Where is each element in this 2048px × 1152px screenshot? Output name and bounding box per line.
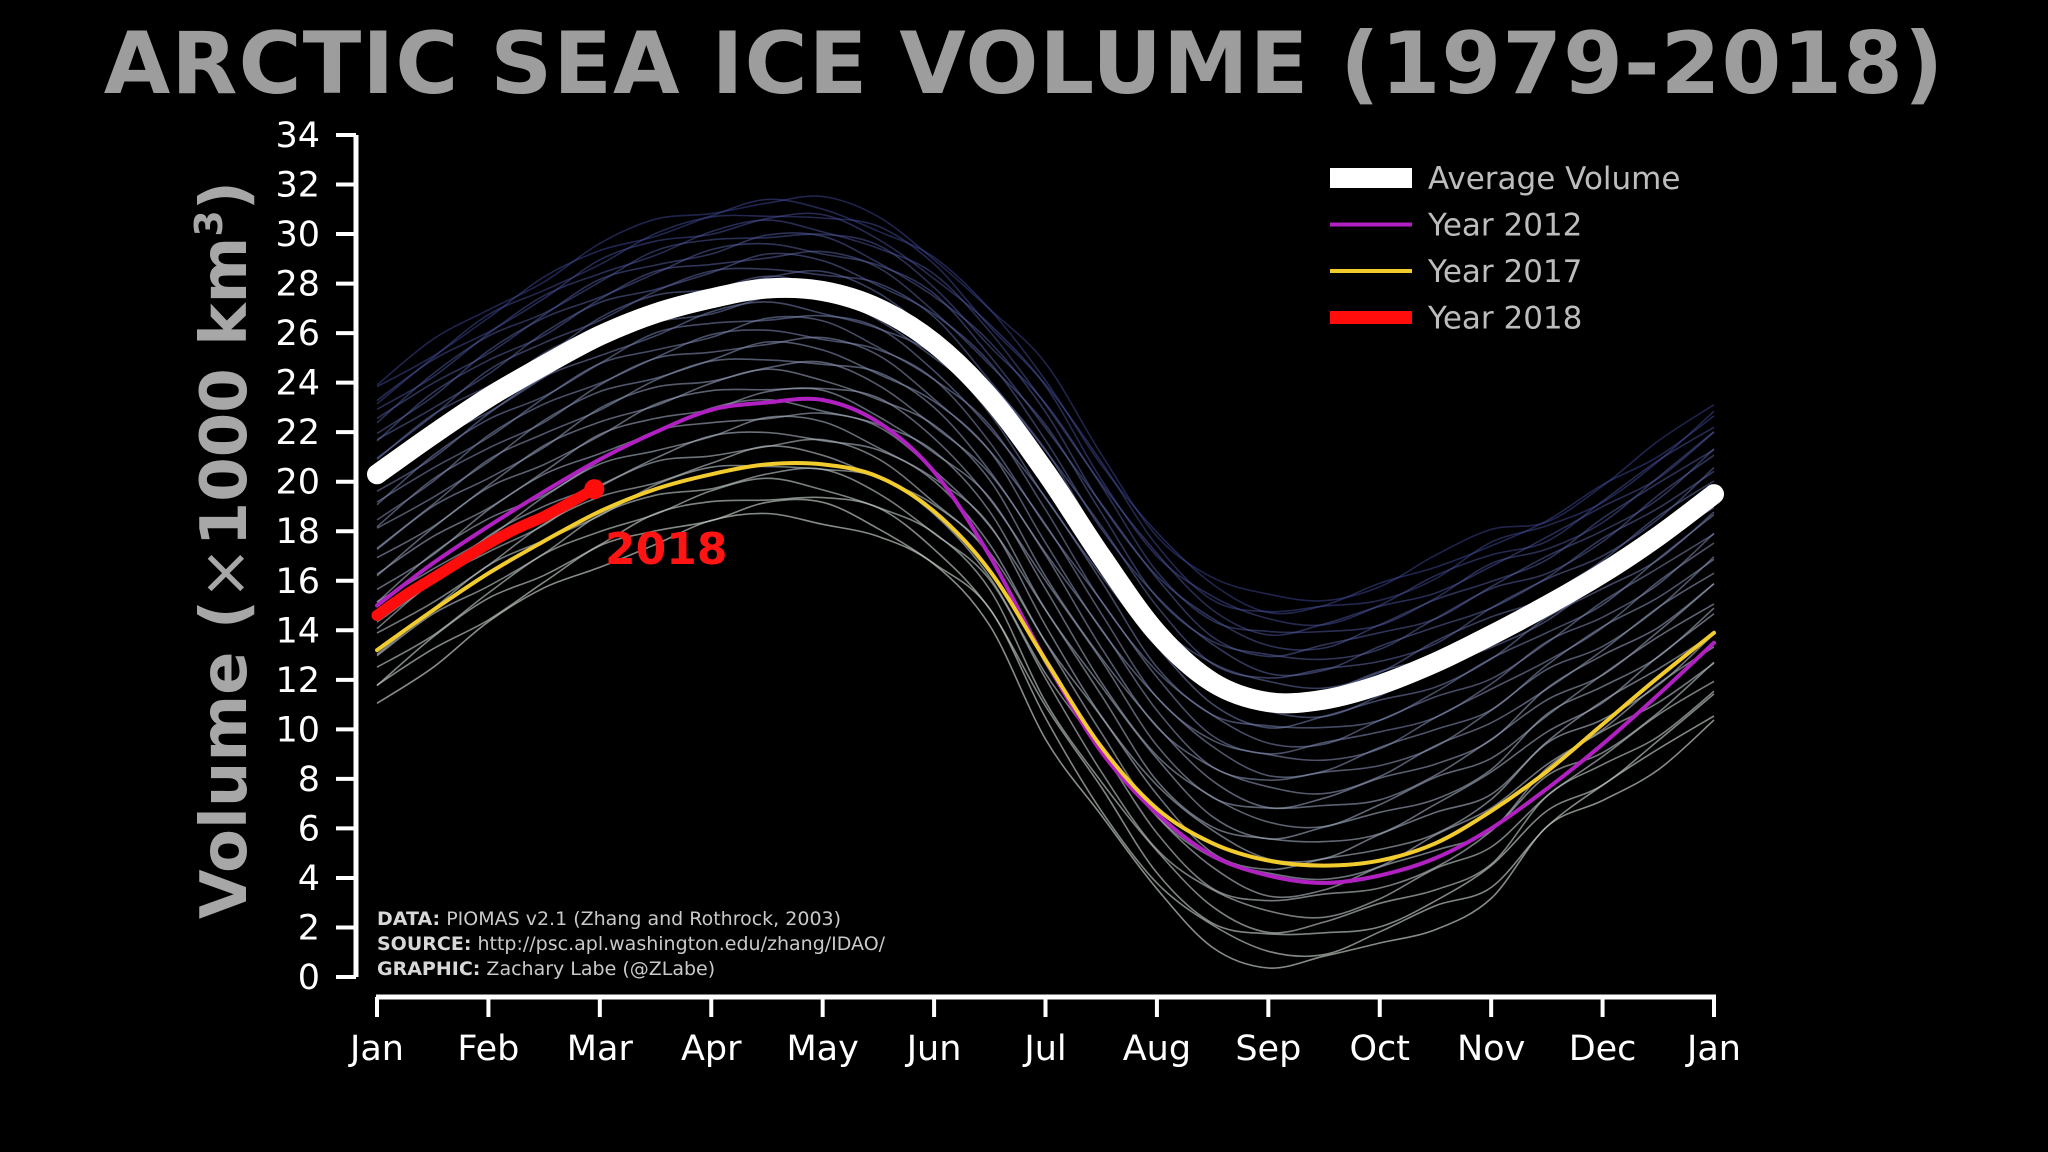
y-tick-label: 16 [275, 562, 320, 602]
x-tick-label: Feb [457, 1029, 519, 1069]
credit-graphic-key: GRAPHIC: [377, 958, 480, 980]
historical-year-line [376, 415, 1715, 863]
y-tick-label: 14 [275, 611, 320, 651]
historical-year-line [376, 195, 1715, 602]
historical-year-line [376, 464, 1715, 902]
historical-year-line [376, 477, 1715, 934]
historical-year-line [376, 233, 1715, 634]
historical-year-line [376, 358, 1715, 781]
credit-source-key: SOURCE: [377, 933, 471, 955]
x-tick-label: Oct [1349, 1029, 1410, 1069]
y-label-close: ) [188, 181, 262, 210]
y-label-times: × [188, 546, 262, 600]
x-ticks: Jan Feb Mar Apr May Jun Jul Aug Sep Oct Nov Dec Jan [348, 997, 1741, 1069]
series-line-average-volume [367, 277, 1724, 714]
y-tick-label: 6 [298, 809, 320, 849]
y-tick-label: 28 [275, 265, 320, 305]
legend: Average Volume Year 2012 Year 2017 Year 201… [1330, 161, 1680, 337]
y-tick-label: 2 [298, 908, 320, 948]
historical-year-line [376, 315, 1715, 748]
chart-title: ARCTIC SEA ICE VOLUME (1979-2018) [103, 14, 1945, 114]
legend-label: Year 2012 [1427, 208, 1582, 244]
y-axis-label: Volume (×1000 km3) [187, 181, 262, 919]
historical-year-line [376, 269, 1715, 690]
credit-data-key: DATA: [377, 908, 440, 930]
historical-year-line [376, 387, 1715, 810]
y-tick-label: 4 [298, 859, 320, 899]
historical-year-line [376, 498, 1715, 958]
y-tick-label: 20 [275, 463, 320, 503]
x-tick-label: Jan [348, 1029, 404, 1069]
historical-lines [376, 195, 1715, 969]
x-tick-label: Apr [681, 1029, 742, 1069]
y-tick-label: 10 [275, 710, 320, 750]
y-tick-label: 32 [275, 166, 320, 206]
historical-year-line [376, 496, 1715, 936]
legend-label: Year 2017 [1427, 254, 1582, 290]
x-tick-label: Jan [1685, 1029, 1741, 1069]
y-tick-label: 24 [275, 364, 320, 404]
y-label-unit: 1000 km [188, 237, 262, 547]
credit-data-value: PIOMAS v2.1 (Zhang and Rothrock, 2003) [446, 908, 841, 930]
y-tick-label: 12 [275, 661, 320, 701]
series-line-year-2018 [371, 483, 600, 621]
y-tick-label: 22 [275, 413, 320, 453]
historical-year-line [376, 198, 1715, 615]
x-tick-label: Sep [1235, 1029, 1301, 1069]
y-tick-label: 26 [275, 314, 320, 354]
historical-year-line [376, 336, 1715, 762]
y-tick-label: 18 [275, 512, 320, 552]
y-label-sup: 3 [187, 210, 231, 236]
series-lines [367, 277, 1724, 885]
credit-data: DATA: PIOMAS v2.1 (Zhang and Rothrock, 2… [377, 908, 841, 930]
series-endpoint-2018 [584, 479, 605, 500]
credit-source: SOURCE: http://psc.apl.washington.edu/zh… [377, 933, 886, 955]
legend-label: Year 2018 [1427, 301, 1582, 337]
historical-year-line [376, 360, 1715, 795]
credit-graphic: GRAPHIC: Zachary Labe (@ZLabe) [377, 958, 715, 980]
historical-year-line [376, 467, 1715, 919]
y-tick-label: 8 [298, 760, 320, 800]
y-tick-label: 34 [275, 116, 320, 156]
historical-year-line [376, 219, 1715, 637]
annotation-2018: 2018 [605, 524, 727, 575]
credit-source-value: http://psc.apl.washington.edu/zhang/IDAO… [477, 933, 885, 955]
historical-year-line [376, 512, 1715, 969]
historical-year-line [376, 214, 1715, 613]
legend-label: Average Volume [1428, 161, 1680, 197]
x-tick-label: Aug [1123, 1029, 1191, 1069]
historical-year-line [376, 387, 1715, 829]
y-tick-label: 30 [275, 215, 320, 255]
historical-year-line [376, 232, 1715, 651]
series-line-year-2017 [375, 460, 1716, 868]
x-tick-label: Jun [905, 1029, 962, 1069]
historical-year-line [376, 445, 1715, 899]
historical-year-line [376, 212, 1715, 627]
x-tick-label: Dec [1569, 1029, 1637, 1069]
credit-graphic-value: Zachary Labe (@ZLabe) [486, 958, 715, 980]
x-tick-label: May [786, 1029, 858, 1069]
historical-year-line [376, 242, 1715, 658]
x-tick-label: Mar [567, 1029, 634, 1069]
y-tick-label: 0 [298, 958, 320, 998]
y-label-main: Volume ( [188, 600, 262, 919]
historical-year-line [376, 250, 1715, 661]
x-tick-label: Jul [1022, 1029, 1066, 1069]
x-tick-label: Nov [1457, 1029, 1525, 1069]
